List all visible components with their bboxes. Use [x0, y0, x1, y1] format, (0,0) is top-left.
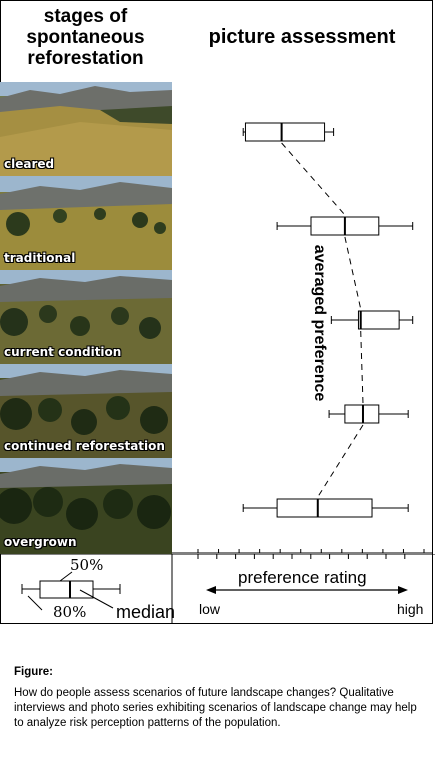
photo-traditional: traditional [0, 176, 172, 270]
low-label: low [199, 601, 221, 617]
trend-segment [360, 330, 364, 404]
landscape-photo-traditional [0, 176, 172, 270]
stage-label-current-condition: current condition [4, 345, 122, 359]
landscape-photo-cleared [0, 82, 172, 176]
stage-label-cleared: cleared [4, 157, 55, 171]
stage-label-continued-reforestation: continued reforestation [4, 439, 165, 453]
assessment-header: picture assessment [208, 26, 396, 48]
legend-median-label: median [116, 602, 176, 622]
caption: Figure: How do people assess scenarios o… [14, 665, 426, 731]
legend-area [0, 554, 435, 624]
photo-overgrown: overgrown [0, 458, 172, 554]
box-current-condition [357, 310, 400, 330]
high-label: high [397, 601, 424, 617]
caption-title: Figure: [14, 666, 53, 678]
legend-80-label: 80% [53, 603, 87, 621]
landscape-photo-continued-reforestation [0, 364, 172, 458]
legend-pointer-80 [27, 595, 43, 611]
landscape-photo-current-condition [0, 270, 172, 364]
legend-50-label: 50% [70, 556, 104, 574]
averaged-preference-label: averaged preference [311, 244, 328, 402]
landscape-photo-overgrown [0, 458, 172, 554]
stages-header: stages of spontaneous reforestation [26, 6, 145, 69]
boxplot-chart [172, 122, 433, 554]
legend-pointer-50 [59, 571, 73, 582]
trend-segment [317, 424, 364, 498]
box-cleared [244, 122, 326, 142]
trend-segment [281, 142, 346, 216]
preference-rating-label: preference rating [238, 568, 367, 587]
trend-segment [344, 236, 362, 310]
caption-text: How do people assess scenarios of future… [14, 687, 417, 729]
photo-cleared: cleared [0, 82, 172, 176]
stage-label-overgrown: overgrown [4, 535, 77, 549]
legend-box [39, 580, 94, 599]
photo-column: cleared traditional current condit [0, 82, 172, 554]
preference-arrow-head-right [398, 586, 408, 594]
box-overgrown [276, 498, 373, 518]
stage-label-traditional: traditional [4, 251, 76, 265]
photo-current-condition: current condition [0, 270, 172, 364]
box-continued-reforestation [344, 404, 380, 424]
preference-arrow-head-left [206, 586, 216, 594]
legend-pointer-median [79, 589, 114, 609]
photo-continued-reforestation: continued reforestation [0, 364, 172, 458]
